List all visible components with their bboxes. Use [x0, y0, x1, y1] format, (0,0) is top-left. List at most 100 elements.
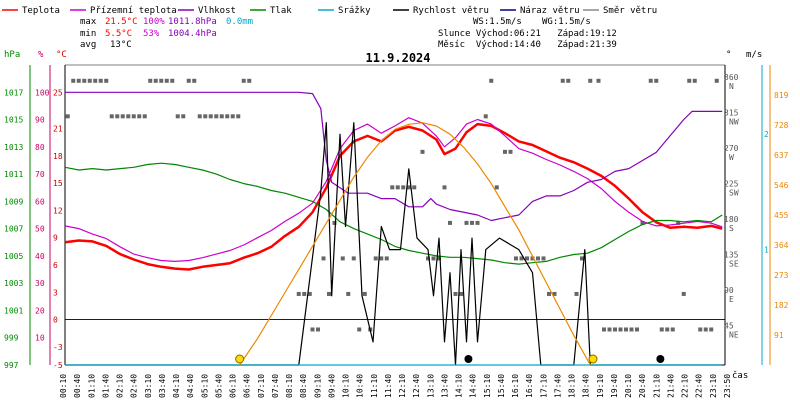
wind-tick-label: 2: [764, 130, 769, 139]
stat-min-press: 1004.4hPa: [168, 29, 217, 39]
wind-direction-dot: [148, 78, 153, 83]
legend-label: Tlak: [270, 6, 292, 16]
x-tick-label: 03:40: [158, 374, 167, 398]
wind-direction-dot: [316, 327, 320, 332]
direction-tick-name: S: [729, 224, 734, 233]
wind-direction-dot: [296, 291, 301, 296]
wind-direction-dot: [547, 291, 551, 296]
wind-direction-dot: [508, 149, 513, 154]
legend-label: Srážky: [338, 6, 371, 16]
wind-direction-dot: [665, 327, 670, 332]
wind-direction-dot: [654, 78, 659, 83]
humidity-axis-label: %: [38, 50, 44, 60]
wind-direction-dot: [384, 256, 389, 261]
wind-direction-dot: [379, 256, 384, 261]
wind-direction-dot: [503, 149, 507, 154]
wind-direction-dot: [247, 78, 252, 83]
pressure-tick-label: 1009: [4, 197, 23, 206]
direction-tick-value: 90: [724, 286, 734, 295]
x-tick-label: 03:10: [144, 374, 153, 398]
humidity-tick-label: 10: [35, 334, 45, 343]
wind-direction-dot: [236, 114, 241, 119]
stat-moon: Měsíc Východ:14:40 Západ:21:39: [438, 40, 617, 50]
radiation-tick-label: 637: [774, 151, 789, 160]
stat-min-label: min: [80, 29, 96, 39]
wind-direction-dot: [219, 114, 224, 119]
wind-direction-dot: [401, 185, 406, 190]
wind-direction-dot: [208, 114, 213, 119]
direction-tick-name: W: [729, 153, 734, 162]
wind-direction-dot: [659, 327, 664, 332]
direction-tick-value: 315: [724, 108, 739, 117]
x-tick-label: 22:10: [681, 374, 690, 398]
humidity-tick-label: 40: [35, 252, 45, 261]
plot-area: [64, 78, 723, 366]
x-tick-label: 23:50: [723, 374, 732, 398]
wind-direction-dot: [483, 114, 488, 119]
radiation-tick-label: 364: [774, 241, 789, 250]
wind-direction-dot: [131, 114, 136, 119]
wind-direction-dot: [362, 291, 367, 296]
x-tick-label: 20:10: [624, 374, 633, 398]
series-line: [64, 117, 723, 262]
humidity-tick-label: 50: [35, 225, 45, 234]
wind-direction-dot: [709, 327, 714, 332]
wind-direction-dot: [340, 256, 345, 261]
wind-direction-dot: [580, 256, 584, 261]
humidity-tick-label: 30: [35, 279, 45, 288]
humidity-tick-label: 60: [35, 197, 45, 206]
wind-direction-dot: [494, 185, 499, 190]
radiation-tick-label: 91: [774, 331, 784, 340]
x-tick-label: 01:40: [101, 374, 110, 398]
wind-direction-dot: [453, 291, 458, 296]
pressure-tick-label: 1015: [4, 116, 23, 125]
wind-direction-dot: [357, 327, 362, 332]
x-tick-label: 17:10: [539, 374, 548, 398]
stat-min-temp: 5.5°C: [105, 29, 132, 39]
x-tick-label: 06:40: [243, 374, 252, 398]
pressure-tick-label: 1003: [4, 279, 23, 288]
series-line: [239, 122, 591, 366]
wind-direction-dot: [681, 291, 686, 296]
wind-direction-dot: [588, 78, 593, 83]
temperature-tick-label: 6: [53, 261, 58, 270]
wind-direction-dot: [346, 291, 351, 296]
wind-direction-dot: [412, 185, 417, 190]
x-tick-label: 08:10: [285, 374, 294, 398]
wind-direction-dot: [519, 256, 524, 261]
wind-direction-dot: [197, 114, 202, 119]
wind-direction-dot: [670, 327, 675, 332]
direction-tick-name: SE: [729, 259, 739, 268]
pressure-tick-label: 1013: [4, 143, 23, 152]
stat-wg: WG:1.5m/s: [542, 17, 591, 27]
x-tick-label: 10:40: [356, 374, 365, 398]
x-tick-label: 11:40: [384, 374, 393, 398]
wind-direction-dot: [65, 114, 70, 119]
series-line: [64, 162, 723, 265]
humidity-tick-label: 100: [35, 88, 50, 97]
x-tick-label: 16:40: [525, 374, 534, 398]
axes: hPa% °C ° m/s997999100110031005100710091011…: [4, 50, 789, 398]
x-tick-label: 21:40: [666, 374, 675, 398]
wind-direction-dot: [87, 78, 92, 83]
sun-marker: [588, 354, 598, 364]
pressure-tick-label: 1005: [4, 252, 23, 261]
direction-tick-name: E: [729, 295, 734, 304]
wind-direction-dot: [241, 78, 246, 83]
wind-direction-dot: [552, 291, 557, 296]
x-tick-label: 04:10: [172, 374, 181, 398]
wind-direction-dot: [120, 114, 125, 119]
x-tick-label: 14:40: [469, 374, 478, 398]
pressure-tick-label: 999: [4, 334, 19, 343]
x-tick-label: 15:40: [497, 374, 506, 398]
chart-title: 11.9.2024: [365, 51, 430, 65]
wind-direction-dot: [71, 78, 76, 83]
x-axis-label: čas: [732, 370, 748, 381]
wind-direction-dot: [602, 327, 606, 332]
x-tick-label: 01:10: [87, 374, 96, 398]
x-tick-label: 19:40: [610, 374, 619, 398]
x-tick-label: 04:40: [186, 374, 195, 398]
pressure-tick-label: 1001: [4, 306, 23, 315]
temperature-tick-label: 0: [53, 316, 58, 325]
sun-marker: [235, 354, 245, 364]
